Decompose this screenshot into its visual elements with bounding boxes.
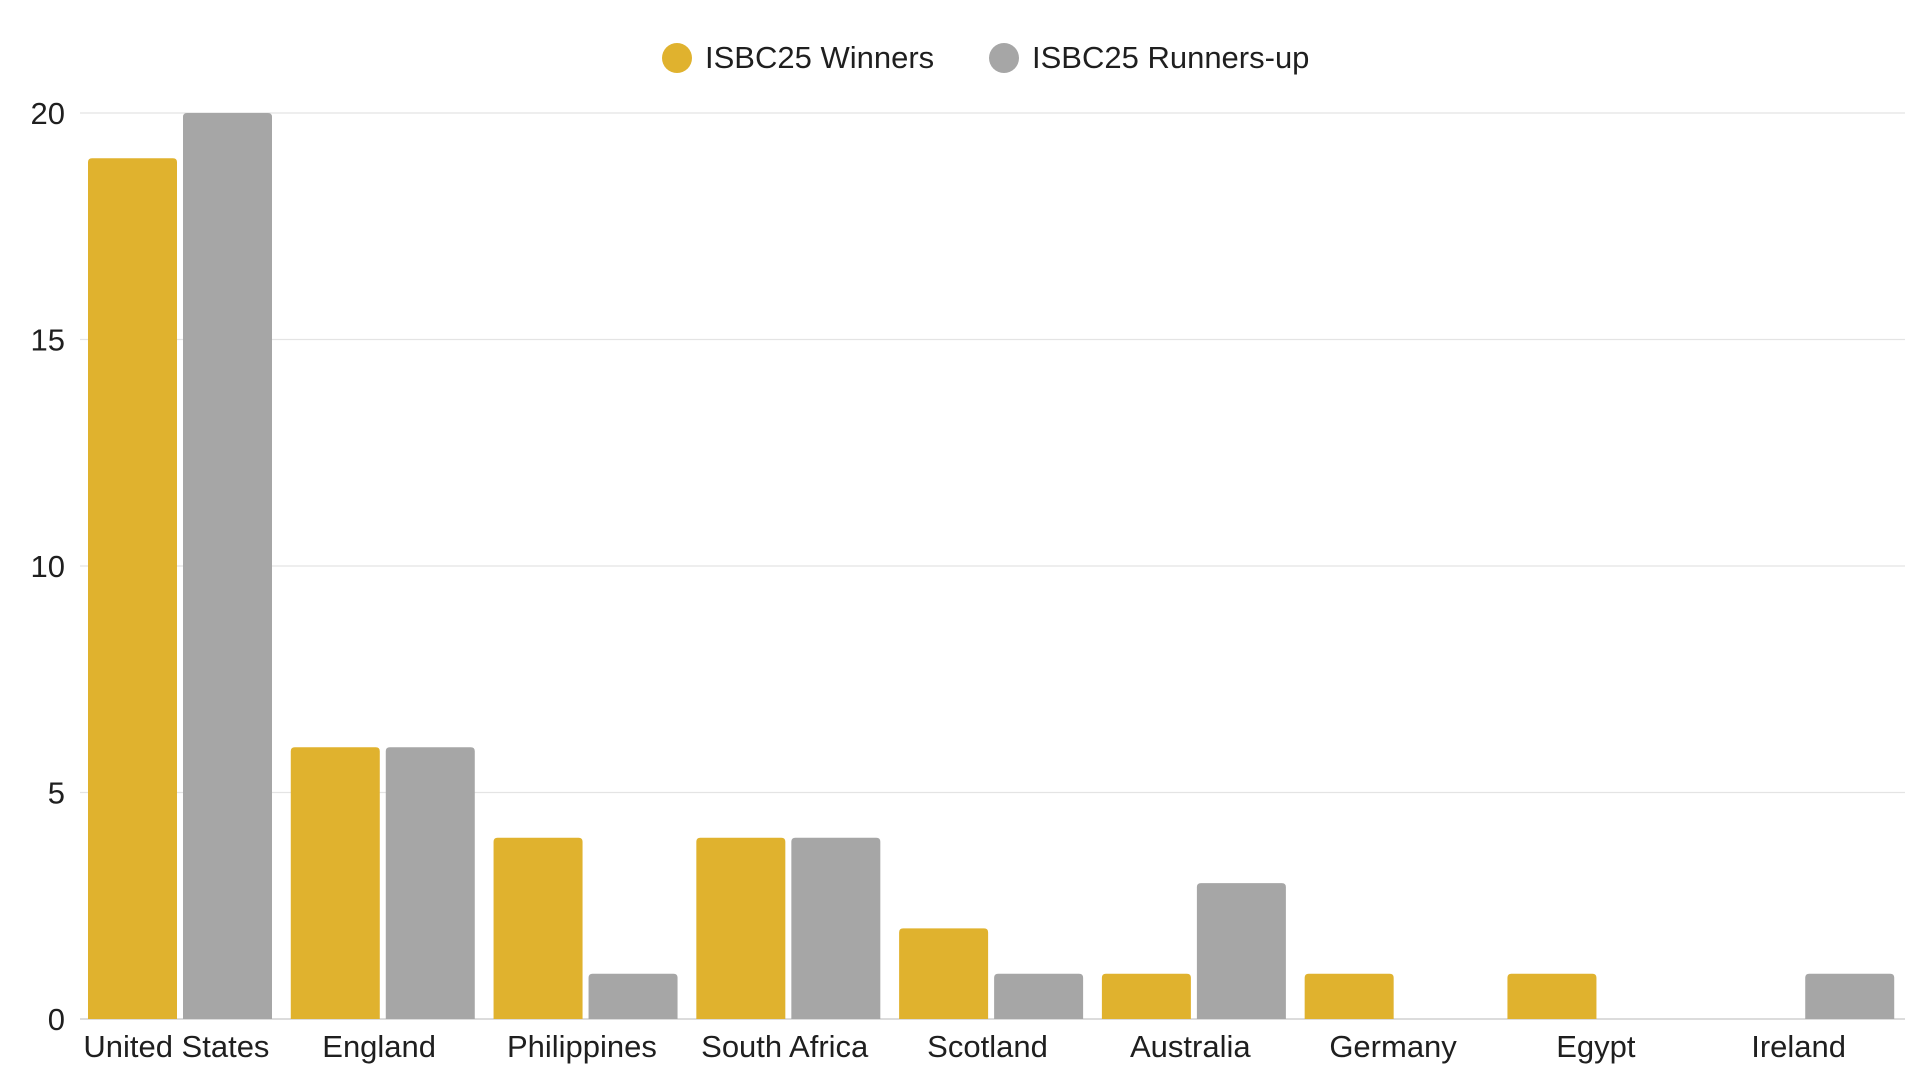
legend-label: ISBC25 Winners	[705, 40, 934, 75]
y-tick-label: 5	[48, 776, 65, 811]
y-tick-label: 20	[31, 96, 65, 131]
x-category-label: Scotland	[927, 1029, 1048, 1064]
bar-runners-up	[994, 973, 1084, 1019]
y-tick-label: 15	[31, 323, 65, 358]
x-category-label: Australia	[1130, 1029, 1251, 1064]
x-category-label: United States	[83, 1029, 269, 1064]
x-category-label: South Africa	[701, 1029, 869, 1064]
legend-swatch	[662, 43, 692, 73]
legend: ISBC25 Winners ISBC25 Runners-up	[662, 40, 1309, 75]
y-tick-label: 0	[48, 1002, 65, 1037]
bar-runners-up	[183, 113, 272, 1019]
bar-winners	[88, 158, 177, 1020]
legend-label: ISBC25 Runners-up	[1032, 40, 1309, 75]
bar-runners-up	[385, 747, 475, 1019]
bar-winners	[1507, 973, 1597, 1019]
legend-swatch	[989, 43, 1019, 73]
bar-winners	[1304, 973, 1394, 1019]
x-category-label: Ireland	[1751, 1029, 1846, 1064]
x-axis-labels: United States England Philippines South Afr…	[83, 1029, 1846, 1064]
bar-winners	[899, 928, 989, 1019]
bar-runners-up	[1805, 973, 1895, 1019]
bar-runners-up	[588, 973, 678, 1019]
x-category-label: Philippines	[507, 1029, 657, 1064]
x-category-label: Germany	[1329, 1029, 1457, 1064]
gridlines	[80, 112, 1905, 1020]
x-category-label: Egypt	[1556, 1029, 1636, 1064]
bar-winners	[290, 747, 380, 1019]
bar-winners	[493, 837, 583, 1019]
y-axis-ticks: 0 5 10 15 20	[31, 96, 65, 1037]
bar-runners-up	[1196, 883, 1286, 1019]
x-category-label: England	[322, 1029, 436, 1064]
bar-runners-up	[791, 837, 881, 1019]
bars	[88, 113, 1895, 1020]
y-tick-label: 10	[31, 549, 65, 584]
bar-winners	[696, 837, 786, 1019]
bar-winners	[1101, 973, 1191, 1019]
